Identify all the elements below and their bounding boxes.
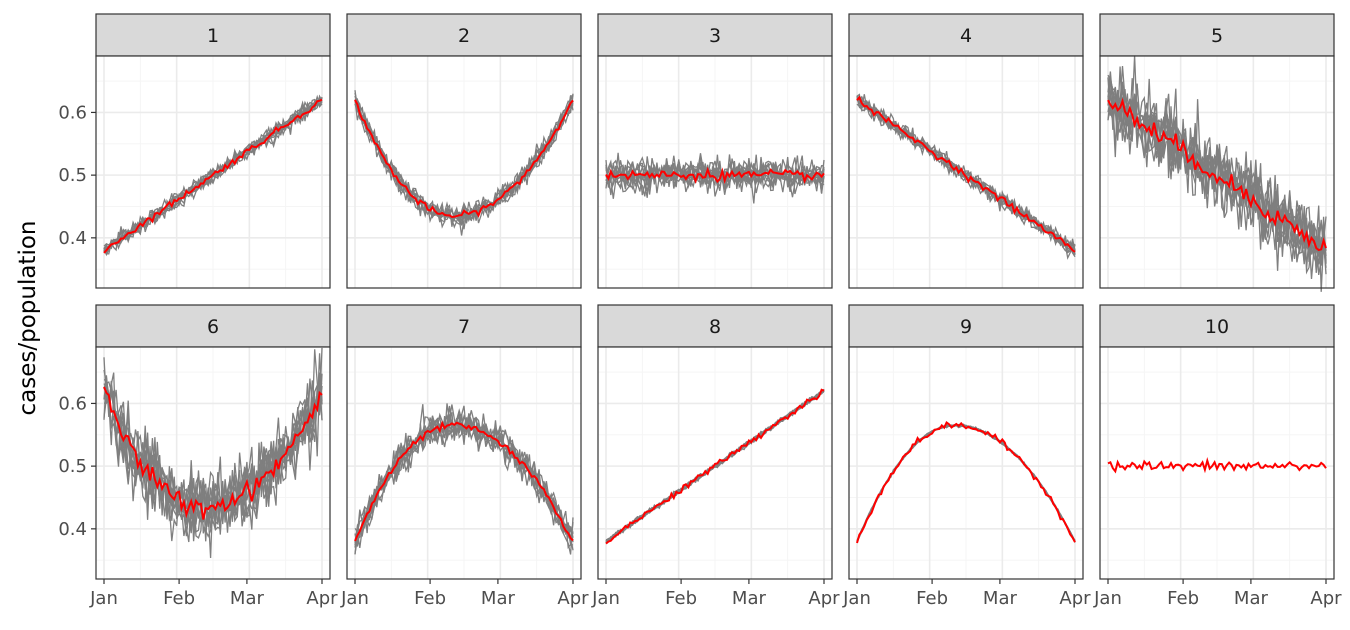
facet-label: 2 bbox=[458, 25, 470, 47]
x-tick-label: Jan bbox=[1093, 588, 1122, 609]
replicate-series-line bbox=[103, 98, 323, 255]
facet-panel-8: 8 Jan Feb Mar Apr bbox=[591, 304, 840, 609]
x-tick-label: Jan bbox=[842, 588, 871, 609]
replicate-series-line bbox=[354, 95, 574, 229]
mean-series-line bbox=[1107, 457, 1327, 474]
facet-panel-7: 7 Jan Feb Mar Apr bbox=[340, 304, 589, 609]
facet-panel-1: 1 0.4 0.5 0.6 bbox=[58, 13, 331, 289]
x-tick-label: Apr bbox=[306, 588, 338, 609]
facet-label: 9 bbox=[960, 316, 972, 338]
x-tick-label: Mar bbox=[983, 588, 1018, 609]
x-tick-label: Mar bbox=[230, 588, 265, 609]
panel-border bbox=[1099, 55, 1335, 289]
replicate-series-line bbox=[103, 379, 323, 535]
mean-series-line bbox=[103, 386, 323, 520]
x-tick-label: Mar bbox=[1234, 588, 1269, 609]
replicate-series-line bbox=[354, 95, 574, 225]
x-tick-label: Mar bbox=[732, 588, 767, 609]
y-tick-label: 0.6 bbox=[58, 102, 87, 123]
panel-border bbox=[346, 55, 582, 289]
x-tick-label: Apr bbox=[1310, 588, 1342, 609]
facet-panel-3: 3 bbox=[597, 13, 833, 289]
facet-panel-10: 10 Jan Feb Mar Apr bbox=[1093, 304, 1342, 609]
replicate-series-line bbox=[103, 97, 323, 250]
mean-series-line bbox=[103, 98, 323, 254]
facet-label: 8 bbox=[709, 316, 721, 338]
y-axis-title: cases/population bbox=[15, 221, 41, 416]
facet-panel-9: 9 Jan Feb Mar Apr bbox=[842, 304, 1091, 609]
facet-label: 10 bbox=[1205, 316, 1229, 338]
panel-border bbox=[597, 55, 833, 289]
x-tick-label: Jan bbox=[591, 588, 620, 609]
replicate-series-line bbox=[856, 96, 1076, 254]
replicate-series-line bbox=[354, 413, 574, 544]
x-tick-label: Jan bbox=[340, 588, 369, 609]
x-tick-label: Feb bbox=[414, 588, 446, 609]
x-tick-label: Feb bbox=[665, 588, 697, 609]
panel-border bbox=[95, 346, 331, 580]
panel-border bbox=[848, 346, 1084, 580]
replicate-series-line bbox=[1107, 97, 1327, 271]
replicate-series-line bbox=[1107, 93, 1327, 265]
mean-series-line bbox=[856, 95, 1076, 253]
facet-label: 1 bbox=[207, 25, 219, 47]
y-tick-label: 0.6 bbox=[58, 393, 87, 414]
x-tick-label: Apr bbox=[1059, 588, 1091, 609]
panel-border bbox=[346, 346, 582, 580]
mean-series-line bbox=[605, 388, 825, 545]
panel-border bbox=[848, 55, 1084, 289]
x-tick-label: Feb bbox=[1167, 588, 1199, 609]
panel-border bbox=[95, 55, 331, 289]
mean-series-line bbox=[605, 166, 825, 185]
facet-label: 4 bbox=[960, 25, 972, 47]
x-tick-label: Apr bbox=[808, 588, 840, 609]
facet-panel-6: 6 0.4 0.5 0.6 Jan Feb Mar Apr bbox=[58, 304, 338, 609]
x-tick-label: Jan bbox=[89, 588, 118, 609]
mean-series-line bbox=[1107, 97, 1327, 252]
facet-label: 7 bbox=[458, 316, 470, 338]
facet-label: 6 bbox=[207, 316, 219, 338]
y-tick-label: 0.5 bbox=[58, 165, 87, 186]
replicate-series-line bbox=[605, 155, 825, 204]
facet-label: 3 bbox=[709, 25, 721, 47]
facet-strip bbox=[346, 304, 582, 348]
facet-panel-4: 4 bbox=[848, 13, 1084, 289]
panel-border bbox=[597, 346, 833, 580]
replicate-series-line bbox=[103, 349, 323, 539]
x-tick-label: Feb bbox=[163, 588, 195, 609]
y-tick-label: 0.5 bbox=[58, 456, 87, 477]
facet-strip bbox=[1099, 304, 1335, 348]
facet-label: 5 bbox=[1211, 25, 1223, 47]
facet-panel-5: 5 bbox=[1099, 13, 1335, 292]
facets: 1 0.4 0.5 0.6 2 3 4 5 6 0.4 0.5 0.6 Jan Feb Mar Apr 7 Jan… bbox=[58, 13, 1342, 609]
x-tick-label: Feb bbox=[916, 588, 948, 609]
mean-series-line bbox=[856, 420, 1076, 544]
facet-strip bbox=[848, 304, 1084, 348]
mean-series-line bbox=[354, 420, 574, 542]
mean-series-line bbox=[354, 99, 574, 219]
x-tick-label: Apr bbox=[557, 588, 589, 609]
y-tick-label: 0.4 bbox=[58, 519, 87, 540]
panel-border bbox=[1099, 346, 1335, 580]
y-tick-label: 0.4 bbox=[58, 228, 87, 249]
facet-strip bbox=[95, 13, 331, 57]
x-tick-label: Mar bbox=[481, 588, 516, 609]
facet-strip bbox=[848, 13, 1084, 57]
facet-panel-2: 2 bbox=[346, 13, 582, 289]
